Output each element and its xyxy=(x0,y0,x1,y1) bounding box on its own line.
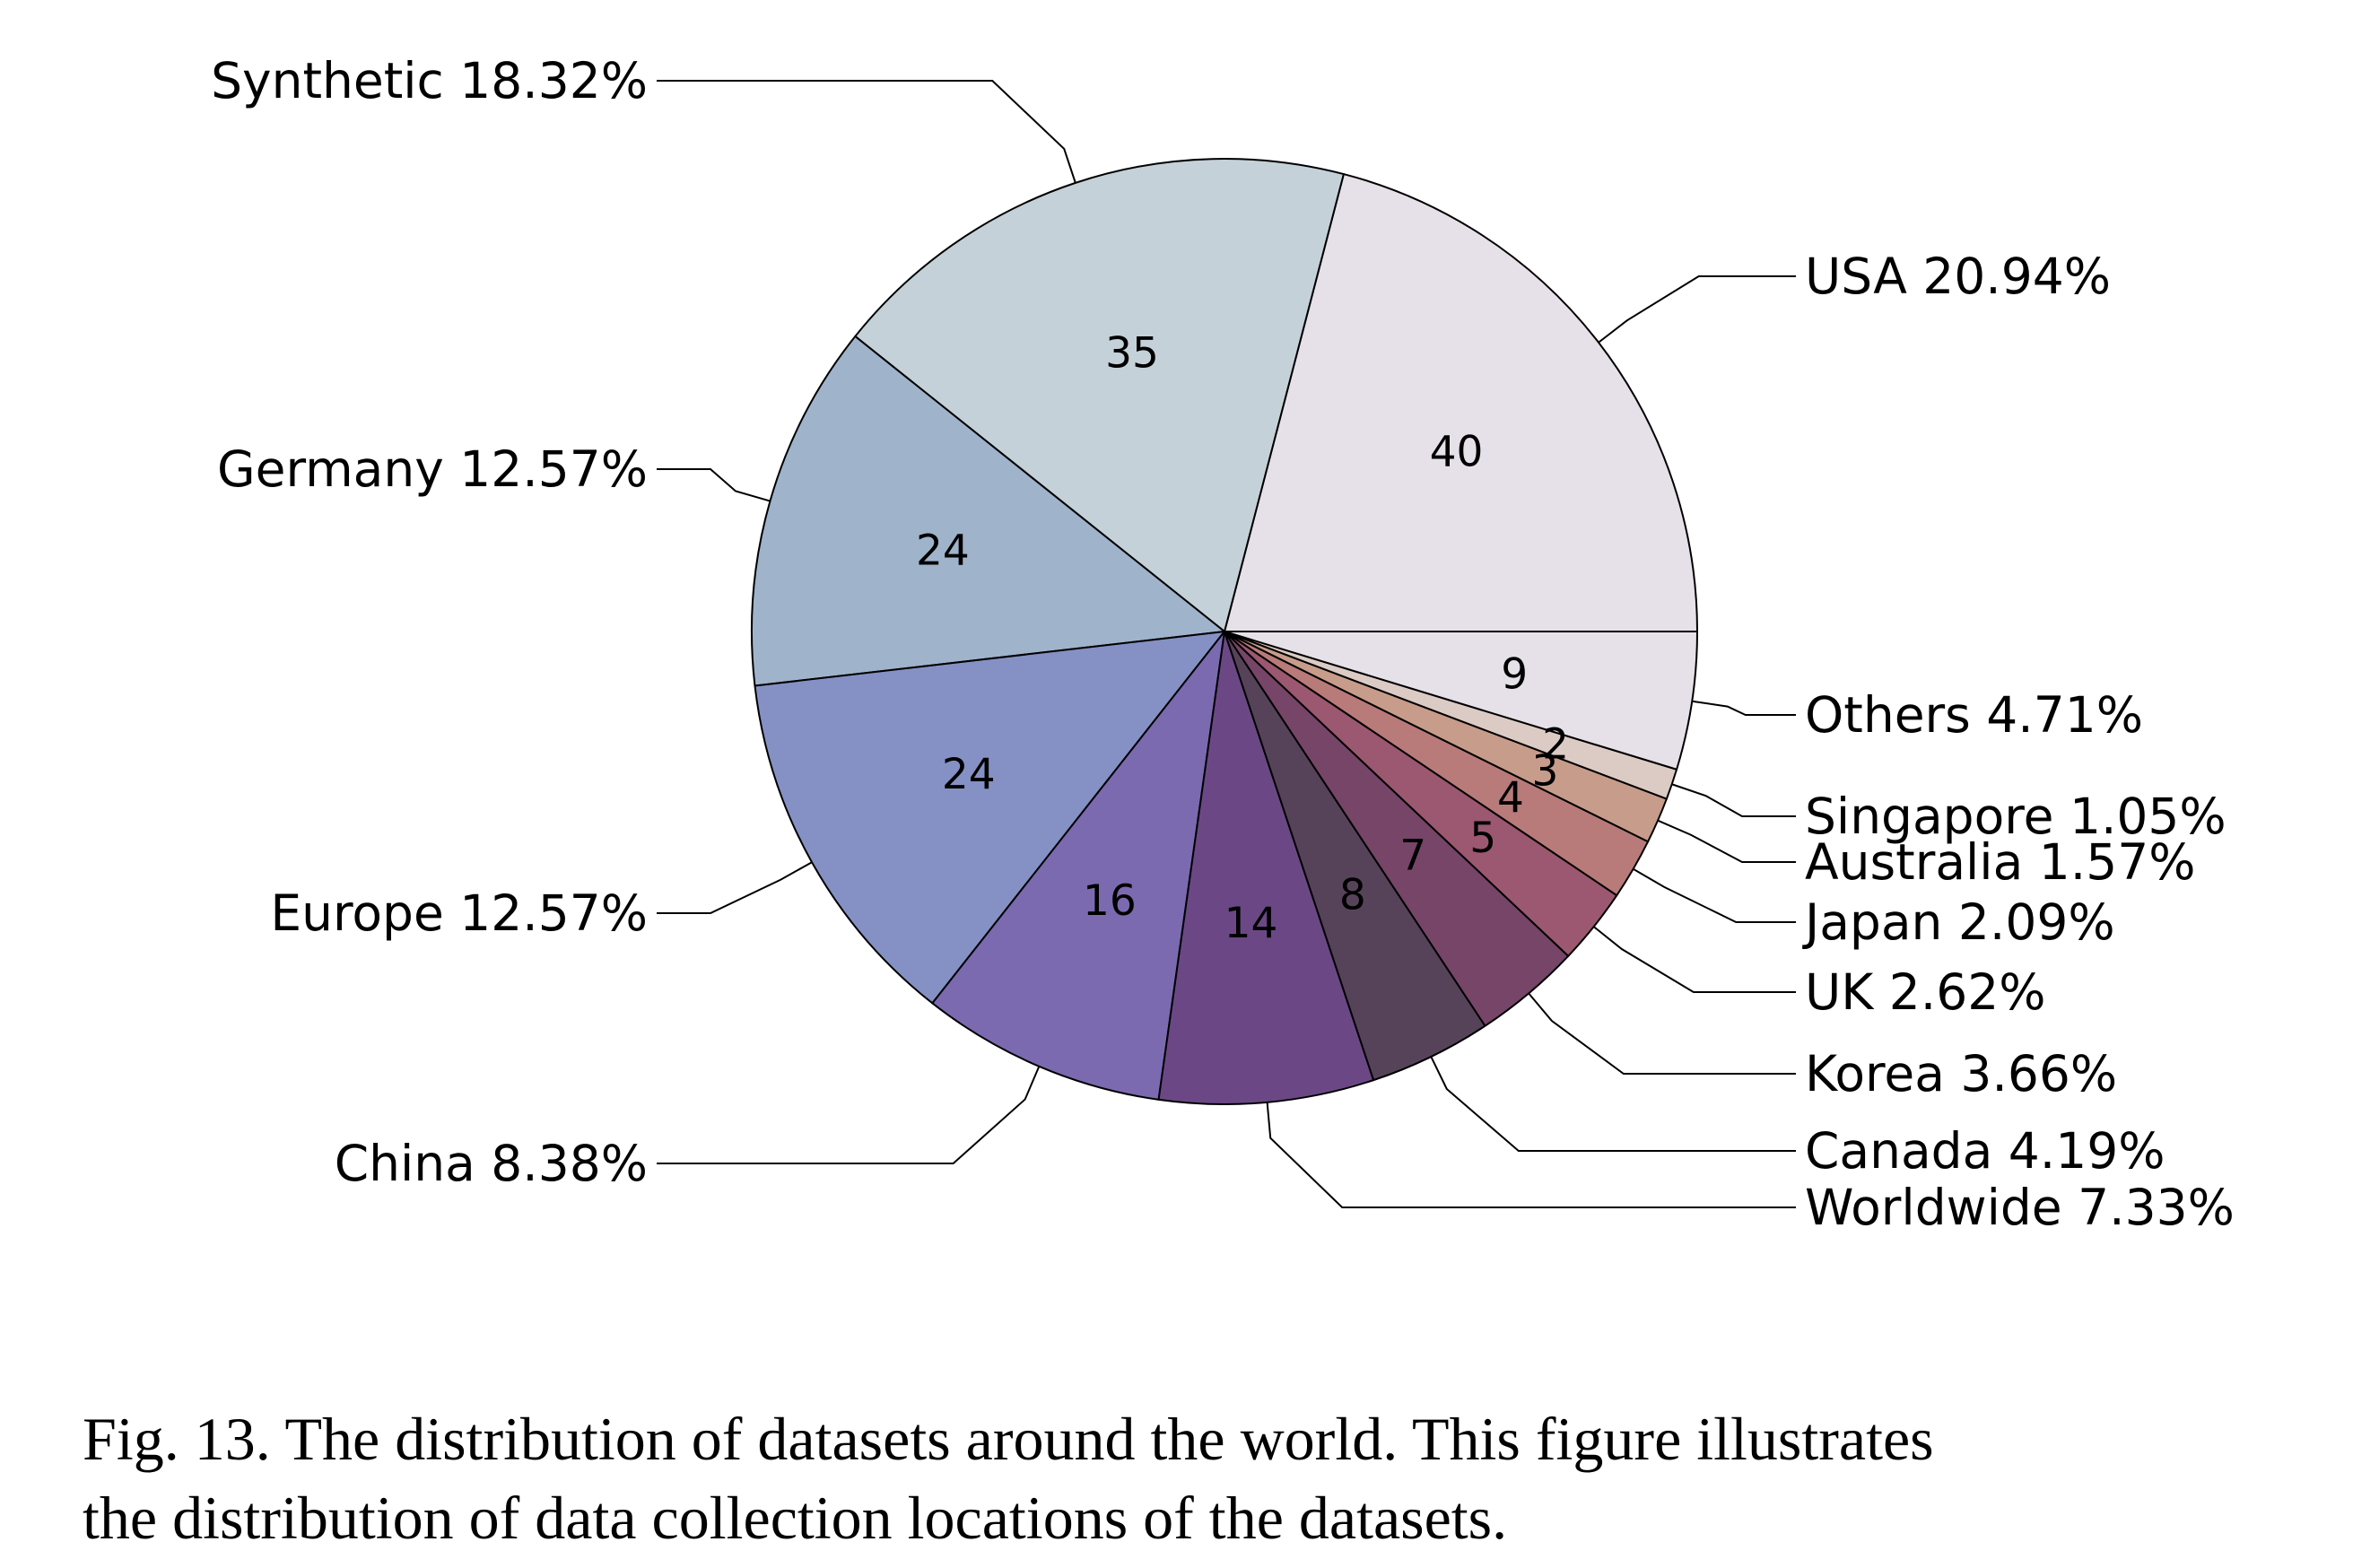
slice-value-canada: 8 xyxy=(1339,870,1366,919)
leader-line-australia xyxy=(1657,819,1796,863)
slice-percent-label-uk: UK 2.62% xyxy=(1805,963,2046,1021)
pie-slice-worldwide xyxy=(1157,631,1375,1105)
leader-line-canada xyxy=(1430,1056,1796,1152)
leader-line-korea xyxy=(1528,992,1796,1075)
slice-percent-label-worldwide: Worldwide 7.33% xyxy=(1805,1179,2235,1236)
slices-layer xyxy=(751,158,1698,1105)
pie-slice-usa xyxy=(1224,173,1698,632)
slice-percent-label-australia: Australia 1.57% xyxy=(1805,833,2196,891)
slice-value-japan: 4 xyxy=(1497,773,1524,823)
slice-value-europe: 24 xyxy=(942,750,996,799)
leader-line-germany xyxy=(657,468,771,502)
slice-percent-label-canada: Canada 4.19% xyxy=(1805,1122,2166,1180)
leader-line-europe xyxy=(657,861,813,914)
slice-value-australia: 3 xyxy=(1532,746,1559,796)
pie-chart: 40 USA 20.94% 35 Synthetic 18.32% 24 Germany … xyxy=(211,52,2235,1236)
caption-line-1: Fig. 13. The distribution of datasets ar… xyxy=(83,1405,1934,1473)
pie-slice-others xyxy=(1224,631,1698,771)
leader-line-japan xyxy=(1633,867,1796,923)
caption-line-2: the distribution of data collection loca… xyxy=(83,1484,1508,1552)
leader-line-usa xyxy=(1598,275,1796,344)
leader-line-worldwide xyxy=(1266,1102,1796,1208)
slice-value-korea: 7 xyxy=(1399,832,1426,881)
slice-percent-label-china: China 8.38% xyxy=(335,1135,648,1192)
slice-value-usa: 40 xyxy=(1430,428,1484,477)
slice-percent-label-korea: Korea 3.66% xyxy=(1805,1045,2117,1102)
leader-line-uk xyxy=(1593,926,1796,993)
leader-line-synthetic xyxy=(657,80,1076,184)
slice-value-germany: 24 xyxy=(916,526,970,575)
slice-percent-label-others: Others 4.71% xyxy=(1805,686,2143,744)
slice-percent-label-germany: Germany 12.57% xyxy=(217,440,648,498)
slice-percent-label-usa: USA 20.94% xyxy=(1805,248,2111,305)
slice-value-china: 16 xyxy=(1083,876,1137,926)
slice-value-singapore: 2 xyxy=(1542,719,1569,769)
pie-slice-china xyxy=(931,631,1225,1101)
leader-line-china xyxy=(657,1066,1041,1164)
leader-line-others xyxy=(1692,700,1796,716)
slice-value-worldwide: 14 xyxy=(1224,899,1278,948)
figure-caption: Fig. 13. The distribution of datasets ar… xyxy=(83,1399,2361,1557)
slice-value-synthetic: 35 xyxy=(1105,328,1159,378)
slice-percent-label-singapore: Singapore 1.05% xyxy=(1805,788,2226,845)
slice-value-others: 9 xyxy=(1501,650,1528,700)
labels-layer: 40 USA 20.94% 35 Synthetic 18.32% 24 Germany … xyxy=(211,52,2235,1236)
slice-percent-label-europe: Europe 12.57% xyxy=(270,884,648,942)
leader-line-singapore xyxy=(1671,783,1796,817)
slice-value-uk: 5 xyxy=(1469,814,1496,863)
leader-lines-layer xyxy=(657,80,1796,1208)
slice-percent-label-synthetic: Synthetic 18.32% xyxy=(211,52,648,109)
slice-percent-label-japan: Japan 2.09% xyxy=(1802,893,2115,951)
